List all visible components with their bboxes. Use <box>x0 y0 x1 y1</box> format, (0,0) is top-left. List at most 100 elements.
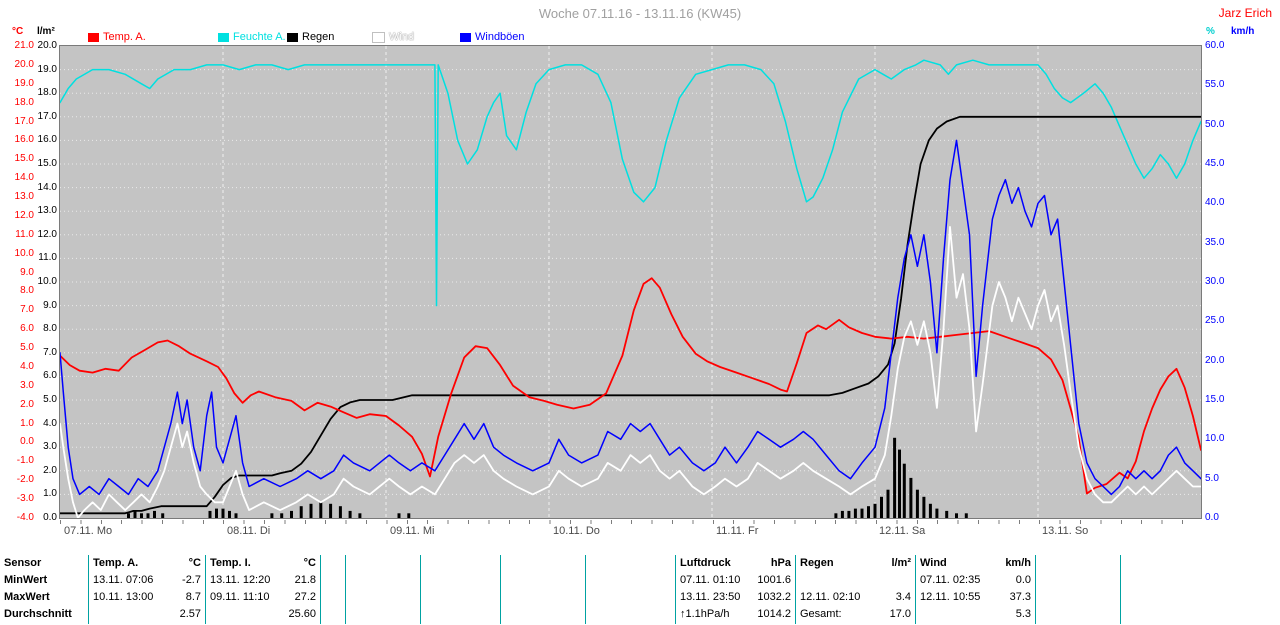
x-axis-label: 11.11. Fr <box>716 525 759 537</box>
temp-a-max-value: 8.7 <box>185 591 201 603</box>
chart-plot-area[interactable] <box>59 45 1202 519</box>
table-col-regen: Regen l/m² 12.11. 02:10 3.4 Gesamt: 17.0 <box>795 555 915 624</box>
temp-axis-tick: 3.0 <box>20 379 34 391</box>
temp-axis-tick: 14.0 <box>14 172 34 184</box>
x-axis-label: 12.11. Sa <box>879 525 926 537</box>
left-axis-temp-unit: °C <box>12 26 24 37</box>
row-label-sensor: Sensor <box>4 557 42 569</box>
wind-name: Wind <box>920 557 947 569</box>
temp-axis-tick: 20.0 <box>14 58 34 70</box>
temp-a-avg-value: 2.57 <box>179 608 201 620</box>
temp-axis-tick: 12.0 <box>14 209 34 221</box>
summary-table: Sensor MinWert MaxWert Durchschnitt Temp… <box>0 555 1280 624</box>
table-empty-column <box>320 555 345 624</box>
table-col-luftdruck: Luftdruck hPa 07.11. 01:10 1001.6 13.11. 2… <box>675 555 795 624</box>
temp-a-name: Temp. A. <box>93 557 139 569</box>
temp-axis-tick: -3.0 <box>16 493 34 505</box>
temp-axis-tick: 10.0 <box>14 247 34 259</box>
temp-i-max-when: 09.11. 11:10 <box>210 591 270 603</box>
wind-axis-tick: 40.0 <box>1205 197 1225 209</box>
wind-axis-tick: 55.0 <box>1205 79 1225 91</box>
rain-axis-tick: 18.0 <box>37 87 57 99</box>
regen-max-value: 3.4 <box>895 591 911 603</box>
regen-total-value: 17.0 <box>889 608 911 620</box>
temp-a-unit: °C <box>188 557 201 569</box>
rain-axis-tick: 12.0 <box>37 228 57 240</box>
temp-a-max-when: 10.11. 13:00 <box>93 591 154 603</box>
luftdruck-name: Luftdruck <box>680 557 731 569</box>
wind-axis-tick: 10.0 <box>1205 433 1225 445</box>
temp-axis-tick: 19.0 <box>14 77 34 89</box>
luftdruck-avg-value: 1014.2 <box>757 608 791 620</box>
temp-axis-tick: 2.0 <box>20 398 34 410</box>
temp-i-min-value: 21.8 <box>294 574 316 586</box>
temp-i-avg-value: 25.60 <box>288 608 316 620</box>
rain-axis-tick: 5.0 <box>43 394 57 405</box>
rain-axis-tick: 2.0 <box>43 464 57 476</box>
temp-axis-tick: 21.0 <box>14 40 34 51</box>
wind-min-value: 0.0 <box>1015 574 1031 586</box>
legend-label: Feuchte A. <box>233 31 286 43</box>
rain-axis-tick: 13.0 <box>37 205 57 217</box>
regen-unit: l/m² <box>891 557 911 569</box>
legend-label: Wind <box>389 31 415 43</box>
temp-i-max-value: 27.2 <box>294 591 316 603</box>
legend-item-windb-en: Windböen <box>460 31 525 43</box>
table-col-temp-i: Temp. I. °C 13.11. 12:20 21.8 09.11. 11:10… <box>205 555 320 624</box>
rain-axis-tick: 6.0 <box>43 370 57 382</box>
left-axis-rain-unit: l/m² <box>37 26 55 37</box>
luftdruck-max-value: 1032.2 <box>757 591 791 603</box>
rain-axis-tick: 11.0 <box>38 252 57 264</box>
temp-a-min-when: 13.11. 07:06 <box>93 574 154 586</box>
temp-i-min-when: 13.11. 12:20 <box>210 574 271 586</box>
rain-axis-tick: 4.0 <box>43 417 57 429</box>
legend-item-wind: Wind <box>372 31 414 43</box>
table-empty-column <box>1035 555 1120 624</box>
x-axis-label: 13.11. So <box>1042 525 1089 537</box>
temp-axis-tick: 15.0 <box>14 153 34 165</box>
chart-canvas <box>60 46 1201 518</box>
temp-axis-tick: 16.0 <box>14 134 34 146</box>
rain-axis-tick: 10.0 <box>37 276 57 287</box>
x-axis-minor-ticks <box>60 520 1201 524</box>
wind-max-when: 12.11. 10:55 <box>920 591 981 603</box>
page-title: Woche 07.11.16 - 13.11.16 (KW45) <box>538 6 742 21</box>
temp-axis-tick: 8.0 <box>20 285 34 297</box>
temp-axis-tick: 18.0 <box>14 96 34 108</box>
wind-axis-tick: 0.0 <box>1205 512 1219 523</box>
table-empty-column <box>345 555 420 624</box>
table-empty-column <box>1120 555 1280 624</box>
regen-total-label: Gesamt: <box>800 608 842 620</box>
luftdruck-unit: hPa <box>770 557 791 569</box>
station-owner-label: Jarz Erich <box>1218 6 1272 20</box>
right-axis-wind-unit: km/h <box>1231 26 1255 37</box>
luftdruck-min-value: 1001.6 <box>757 574 791 586</box>
wind-axis-tick: 35.0 <box>1205 236 1225 248</box>
legend-swatch <box>460 32 471 42</box>
regen-max-when: 12.11. 02:10 <box>800 591 861 603</box>
table-empty-column <box>500 555 585 624</box>
legend-swatch <box>88 32 99 42</box>
chart-legend: Temp. A. Feuchte A. Regen Wind Windböen <box>0 31 1280 45</box>
temp-i-unit: °C <box>303 557 316 569</box>
wind-avg-value: 5.3 <box>1015 608 1031 620</box>
temp-axis-tick: 5.0 <box>20 342 34 354</box>
wind-axis-tick: 15.0 <box>1205 394 1225 405</box>
table-col-row-labels: Sensor MinWert MaxWert Durchschnitt <box>0 555 88 624</box>
x-axis-label: 07.11. Mo <box>64 525 113 537</box>
rain-axis-tick: 17.0 <box>37 110 57 122</box>
x-axis-label: 08.11. Di <box>227 525 271 537</box>
legend-item-regen: Regen <box>287 31 334 43</box>
luftdruck-max-when: 13.11. 23:50 <box>680 591 741 603</box>
wind-max-value: 37.3 <box>1009 591 1031 603</box>
rain-axis-tick: 0.0 <box>43 512 57 523</box>
rain-axis-tick: 7.0 <box>43 346 57 358</box>
temp-axis-tick: -1.0 <box>16 455 34 467</box>
row-label-minwert: MinWert <box>4 574 48 586</box>
regen-name: Regen <box>800 557 834 569</box>
temp-axis-tick: 9.0 <box>20 266 34 278</box>
legend-label: Windböen <box>475 31 525 43</box>
x-axis-label: 09.11. Mi <box>390 525 435 537</box>
legend-label: Regen <box>302 31 335 43</box>
rain-axis-tick: 16.0 <box>37 134 57 146</box>
